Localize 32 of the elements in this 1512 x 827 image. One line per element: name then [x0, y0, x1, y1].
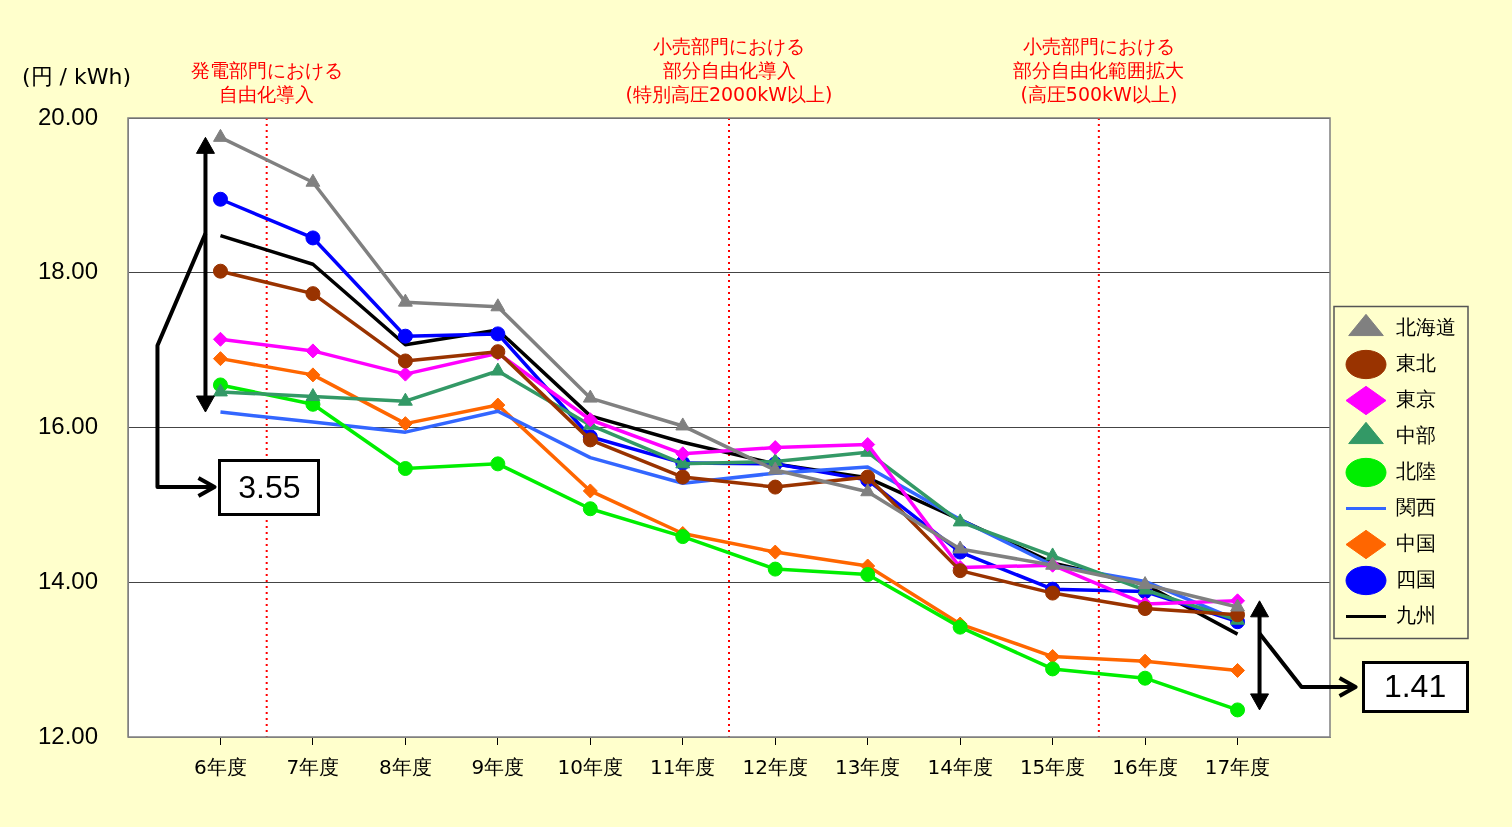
ref-line-label: 小売部門における部分自由化範囲拡大(高圧500kW以上)	[1013, 35, 1185, 106]
ref-line-label: 発電部門における自由化導入	[190, 59, 343, 106]
legend-label: 北陸	[1396, 458, 1436, 483]
x-tick-label: 16年度	[1112, 755, 1178, 780]
x-tick-label: 13年度	[834, 755, 901, 780]
x-tick-label: 8年度	[379, 755, 432, 780]
legend-label: 中部	[1396, 422, 1436, 447]
legend-label: 関西	[1396, 494, 1436, 519]
y-axis-title: (円 / kWh)	[22, 63, 132, 89]
x-tick-label: 11年度	[650, 755, 716, 780]
ref-line-label: 小売部門における部分自由化導入(特別高圧2000kW以上)	[625, 35, 833, 106]
legend-label: 東京	[1396, 386, 1436, 411]
y-tick-label: 14.00	[37, 566, 98, 594]
legend-label: 四国	[1396, 566, 1436, 591]
x-tick-label: 17年度	[1204, 755, 1271, 780]
x-tick-label: 7年度	[286, 755, 340, 780]
y-tick-label: 18.00	[37, 257, 98, 285]
y-tick-label: 20.00	[37, 102, 98, 130]
legend-label: 東北	[1396, 350, 1436, 375]
x-tick-label: 12年度	[742, 755, 808, 780]
x-tick-label: 6年度	[194, 755, 247, 780]
y-tick-label: 16.00	[37, 412, 98, 440]
x-tick-label: 14年度	[927, 755, 993, 780]
x-tick-label: 15年度	[1019, 755, 1086, 780]
annotation: 3.55	[218, 458, 321, 516]
y-tick-label: 12.00	[37, 721, 98, 749]
legend-label: 九州	[1396, 602, 1436, 627]
x-tick-label: 10年度	[557, 755, 624, 780]
legend-label: 中国	[1396, 530, 1436, 555]
x-tick-label: 9年度	[471, 755, 525, 780]
legend-label: 北海道	[1396, 314, 1456, 339]
text: 1.41	[1361, 660, 1469, 713]
